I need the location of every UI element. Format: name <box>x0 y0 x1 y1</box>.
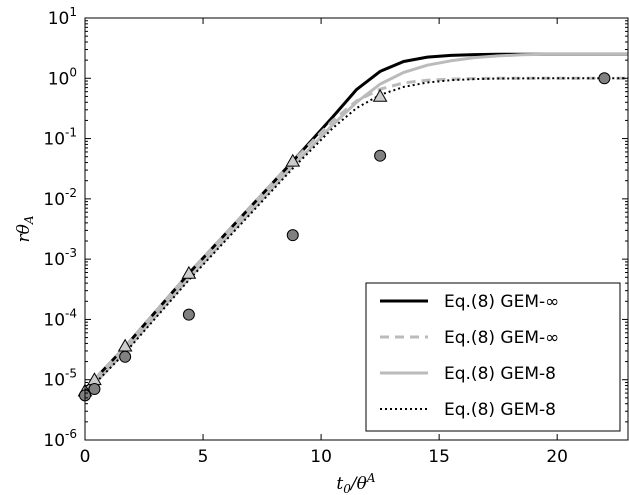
circle-marker-7 <box>598 72 611 85</box>
x-tick-label-2: 5 <box>198 447 209 467</box>
triangle-marker-5 <box>285 153 301 167</box>
legend-box <box>365 282 621 432</box>
x-axis-label: t0/θA <box>336 471 375 495</box>
marker-layer <box>77 72 611 402</box>
y-axis-label: rθA <box>14 215 36 242</box>
y-tick-label-7: 100 <box>48 65 77 89</box>
triangle-marker-4 <box>181 265 197 279</box>
legend-label-1: Eq.(8) GEM-∞ <box>444 292 559 312</box>
y-tick-label-3: 10-4 <box>43 306 77 330</box>
circle-marker-6 <box>374 149 387 162</box>
circle-marker-5 <box>286 229 299 242</box>
circle-marker-2 <box>88 383 101 396</box>
y-tick-label-6: 10-1 <box>43 126 77 150</box>
x-tick-label-1: 0 <box>80 447 91 467</box>
circle-marker-4 <box>182 308 195 321</box>
x-tick-label-4: 15 <box>428 447 450 467</box>
circle-marker-3 <box>119 350 132 363</box>
legend-label-2: Eq.(8) GEM-∞ <box>444 328 559 348</box>
y-tick-label-2: 10-5 <box>43 367 77 391</box>
x-tick-label-3: 10 <box>310 447 332 467</box>
legend-label-3: Eq.(8) GEM-8 <box>444 364 556 384</box>
series-line-3 <box>83 52 628 395</box>
legend: Eq.(8) GEM-∞ Eq.(8) GEM-∞ Eq.(8) GEM-8 Eq.(… <box>365 282 621 432</box>
y-tick-label-5: 10-2 <box>43 186 77 210</box>
plot-frame <box>84 17 629 441</box>
tick-layer: 0 5 10 15 20 10-6 10-5 10-4 10-3 10-2 10-1 100 101 <box>43 5 628 467</box>
y-tick-label-4: 10-3 <box>43 246 77 270</box>
x-tick-label-5: 20 <box>546 447 568 467</box>
triangle-marker-6 <box>372 88 388 102</box>
legend-label-4: Eq.(8) GEM-8 <box>444 400 556 420</box>
y-tick-label-1: 10-6 <box>43 427 77 451</box>
y-tick-label-8: 101 <box>48 5 77 29</box>
